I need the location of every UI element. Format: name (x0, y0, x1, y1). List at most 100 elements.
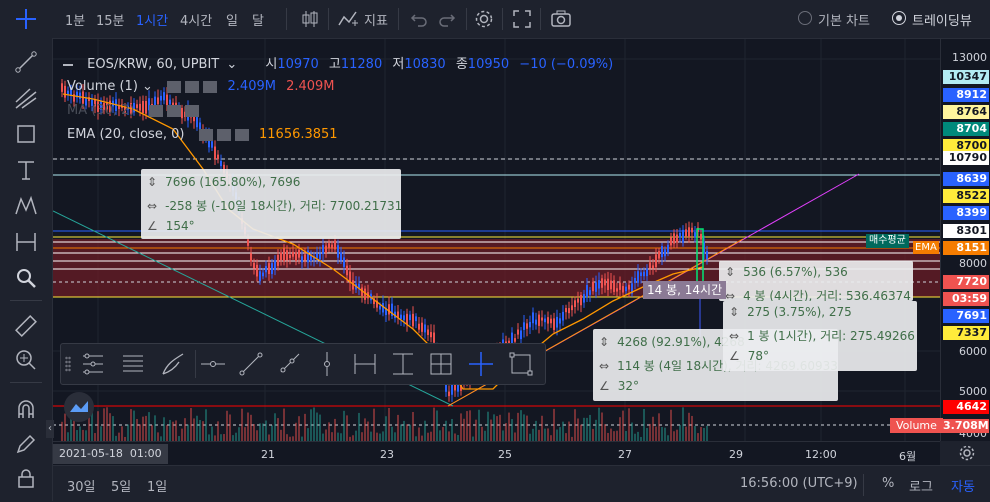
date-price-range-icon[interactable] (427, 350, 455, 378)
chevron-left-icon[interactable]: ‹ (46, 420, 54, 438)
rectangle-icon[interactable] (14, 122, 38, 146)
trend-line-icon[interactable] (237, 350, 265, 378)
volume-bar (514, 432, 516, 441)
range-30d[interactable]: 30일 (67, 480, 96, 495)
volume-bar (226, 410, 228, 441)
timeframe-1m[interactable]: 1분 (65, 14, 86, 29)
volume-legend[interactable]: Volume (1) ⌄ 2.409M 2.409M (67, 79, 335, 94)
measure-box[interactable]: ⇕ 275 (3.75%), 275 ⇔ 1 봉 (1시간), 거리: 275.49… (723, 301, 917, 371)
measure-box[interactable]: ⇕ 536 (6.57%), 536 ⇔ 4 봉 (4시간), 거리: 536.46… (719, 261, 913, 303)
clock[interactable]: 16:56:00 (UTC+9) (740, 476, 858, 491)
pattern-icon[interactable] (14, 194, 38, 218)
close-icon[interactable] (184, 104, 199, 117)
gear-icon[interactable] (958, 444, 976, 462)
gear-icon[interactable] (166, 104, 181, 117)
lock-icon[interactable] (14, 466, 38, 490)
radio-basic-chart[interactable] (798, 11, 812, 25)
gear-icon[interactable] (216, 128, 231, 141)
date-range-icon[interactable] (351, 350, 379, 378)
crosshair-icon[interactable] (467, 350, 495, 378)
pitchfork-icon[interactable] (14, 86, 38, 110)
measure-icon[interactable] (14, 230, 38, 254)
symbol-name[interactable]: EOS/KRW, 60, UPBIT (87, 57, 220, 72)
text-icon[interactable] (14, 158, 38, 182)
close-icon[interactable] (234, 128, 249, 141)
candle (586, 285, 588, 298)
candle (397, 311, 399, 318)
eye-icon[interactable] (167, 80, 182, 93)
ma-legend[interactable]: MA (30, 2) (67, 103, 199, 118)
range-5d[interactable]: 5일 (111, 480, 132, 495)
candle (658, 251, 660, 259)
timeframe-4h[interactable]: 4시간 (180, 14, 213, 29)
camera-icon[interactable] (550, 9, 572, 29)
close-icon[interactable] (203, 80, 218, 93)
fullscreen-icon[interactable] (512, 9, 532, 29)
candle (217, 154, 219, 160)
toolbar-divider (502, 8, 503, 30)
volume-bar (634, 433, 636, 441)
candlestick-icon[interactable] (300, 9, 320, 29)
gear-icon[interactable] (185, 80, 200, 93)
volume-bar (577, 418, 579, 441)
measure-bars: 1 봉 (1시간), 거리: 275.49266 (747, 329, 915, 343)
basic-chart-label[interactable]: 기본 차트 (818, 14, 870, 29)
tradingview-logo-icon[interactable] (64, 392, 94, 422)
tradingview-label[interactable]: 트레이딩뷰 (912, 14, 972, 29)
candle (169, 99, 171, 105)
redo-icon[interactable] (438, 10, 456, 28)
time-axis[interactable]: 2021-05-18 01:00 21 23 25 27 29 12:00 6월 (53, 441, 940, 466)
volume-bar (133, 410, 135, 441)
candle (364, 288, 366, 300)
price-axis[interactable]: 13000 8000 6000 5000 4000 10347 8912 8764 8… (940, 39, 990, 441)
zoom-in-icon[interactable] (14, 348, 38, 372)
timeframe-month[interactable]: 달 (252, 14, 264, 29)
candle (304, 254, 306, 261)
timeframe-15m[interactable]: 15분 (96, 14, 125, 29)
volume-bar (259, 423, 261, 441)
tree-icon[interactable] (79, 350, 107, 378)
volume-bar (268, 434, 270, 441)
undo-icon[interactable] (410, 10, 428, 28)
candle (334, 240, 336, 250)
gear-icon[interactable] (474, 9, 494, 29)
timeframe-day[interactable]: 일 (226, 14, 238, 29)
ruler-icon[interactable] (14, 314, 38, 338)
toolbar-divider (398, 8, 399, 30)
radio-tradingview[interactable] (892, 11, 906, 25)
indicators-icon[interactable] (338, 9, 358, 29)
drag-handle-icon[interactable] (65, 356, 71, 372)
range-1d[interactable]: 1일 (147, 480, 168, 495)
eye-icon[interactable] (198, 128, 213, 141)
collapse-icon[interactable] (63, 63, 73, 66)
horizontal-lines-icon[interactable] (119, 350, 147, 378)
timeframe-1h[interactable]: 1시간 (136, 14, 169, 29)
vertical-line-icon[interactable] (313, 350, 341, 378)
time-tick: 6월 (899, 450, 917, 463)
price-range-icon[interactable] (389, 350, 417, 378)
volume-bar (184, 418, 186, 441)
measure-box[interactable]: ⇕ 7696 (165.80%), 7696 ⇔ -258 봉 (-10일 18시간… (141, 169, 402, 239)
avg-buy-tag: 매수평균 (866, 234, 909, 248)
magnet-icon[interactable] (14, 398, 38, 422)
volume-bar (553, 408, 555, 441)
horizontal-ray-icon[interactable] (199, 350, 227, 378)
ema-legend[interactable]: EMA (20, close, 0) 11656.3851 (67, 127, 338, 142)
zoom-icon[interactable] (14, 266, 38, 290)
volume-bar (613, 431, 615, 441)
auto-toggle[interactable]: 자동 (951, 480, 975, 495)
log-toggle[interactable]: 로그 (909, 480, 933, 495)
chevron-down-icon[interactable]: ⌄ (226, 57, 238, 72)
chevron-down-icon[interactable]: ⌄ (142, 79, 153, 94)
indicators-button[interactable]: 지표 (364, 14, 388, 29)
trend-line-icon[interactable] (14, 50, 38, 74)
eye-icon[interactable] (148, 104, 163, 117)
rectangle-icon[interactable] (507, 350, 535, 378)
percent-toggle[interactable]: % (882, 476, 895, 491)
time-tick: 29 (729, 448, 743, 461)
pencil-lock-icon[interactable] (14, 432, 38, 456)
volume-bar (181, 428, 183, 441)
brush-icon[interactable] (159, 350, 187, 378)
ray-icon[interactable] (275, 350, 303, 378)
crosshair-icon[interactable] (16, 9, 36, 29)
